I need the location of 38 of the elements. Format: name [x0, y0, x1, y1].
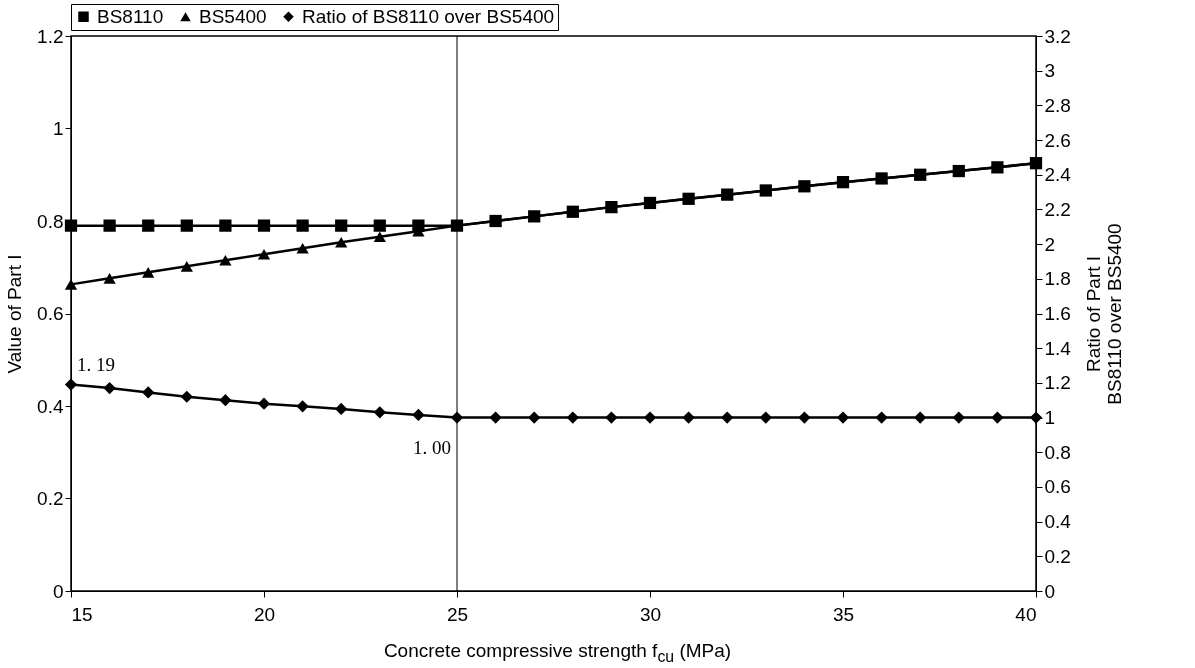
annotation: 1. 00: [413, 436, 451, 458]
y-axis-title: Value of Part I: [4, 254, 26, 374]
x-tick-label: 20: [253, 603, 276, 625]
y2-tick-label: 2: [1044, 233, 1056, 255]
x-tick-label: 40: [1015, 603, 1037, 625]
legend-label: BS5400: [199, 5, 267, 27]
y-tick-label: 0.8: [37, 210, 64, 232]
y-tick-label: 0.2: [37, 488, 64, 509]
y2-tick-label: 2.8: [1044, 94, 1071, 116]
y2-tick-label: 3.2: [1044, 25, 1071, 47]
y2-tick-label: 1.4: [1044, 337, 1072, 359]
y-tick-label: 0.4: [37, 395, 64, 417]
y2-tick-label: 2.6: [1044, 129, 1071, 151]
y-tick-label: 0.6: [37, 303, 64, 324]
legend-label: Ratio of BS8110 over BS5400: [302, 5, 555, 27]
y-tick-label: 1.2: [37, 25, 64, 47]
y-tick-label: 1: [52, 118, 64, 139]
y-tick-label: 0: [52, 580, 64, 602]
y2-tick-label: 0: [1044, 580, 1056, 602]
y2-tick-label: 0.4: [1044, 511, 1072, 533]
legend-label: BS8110: [97, 5, 164, 27]
y2-axis-title: Ratio of Part I BS8110 over BS5400: [1082, 223, 1125, 405]
x-tick-label: 25: [446, 603, 469, 625]
x-tick-label: 35: [832, 603, 855, 625]
annotation: 1. 19: [77, 353, 115, 375]
y2-tick-label: 1: [1044, 407, 1056, 429]
y2-tick-label: 1.2: [1044, 372, 1071, 394]
y2-tick-label: 2.2: [1044, 198, 1071, 220]
x-tick-label: 15: [71, 603, 93, 625]
y2-tick-label: 2.4: [1044, 164, 1072, 186]
y2-tick-label: 1.8: [1044, 268, 1071, 290]
y2-tick-label: 0.8: [1044, 441, 1071, 463]
y2-tick-label: 0.6: [1044, 476, 1071, 498]
x-axis-title: Concrete compressive strength f$_{cu}$ (MPa): [382, 640, 733, 666]
y2-tick-label: 3: [1044, 60, 1056, 82]
y2-tick-label: 0.2: [1044, 545, 1071, 567]
y2-tick-label: 1.6: [1044, 303, 1071, 324]
x-tick-label: 30: [639, 603, 662, 625]
